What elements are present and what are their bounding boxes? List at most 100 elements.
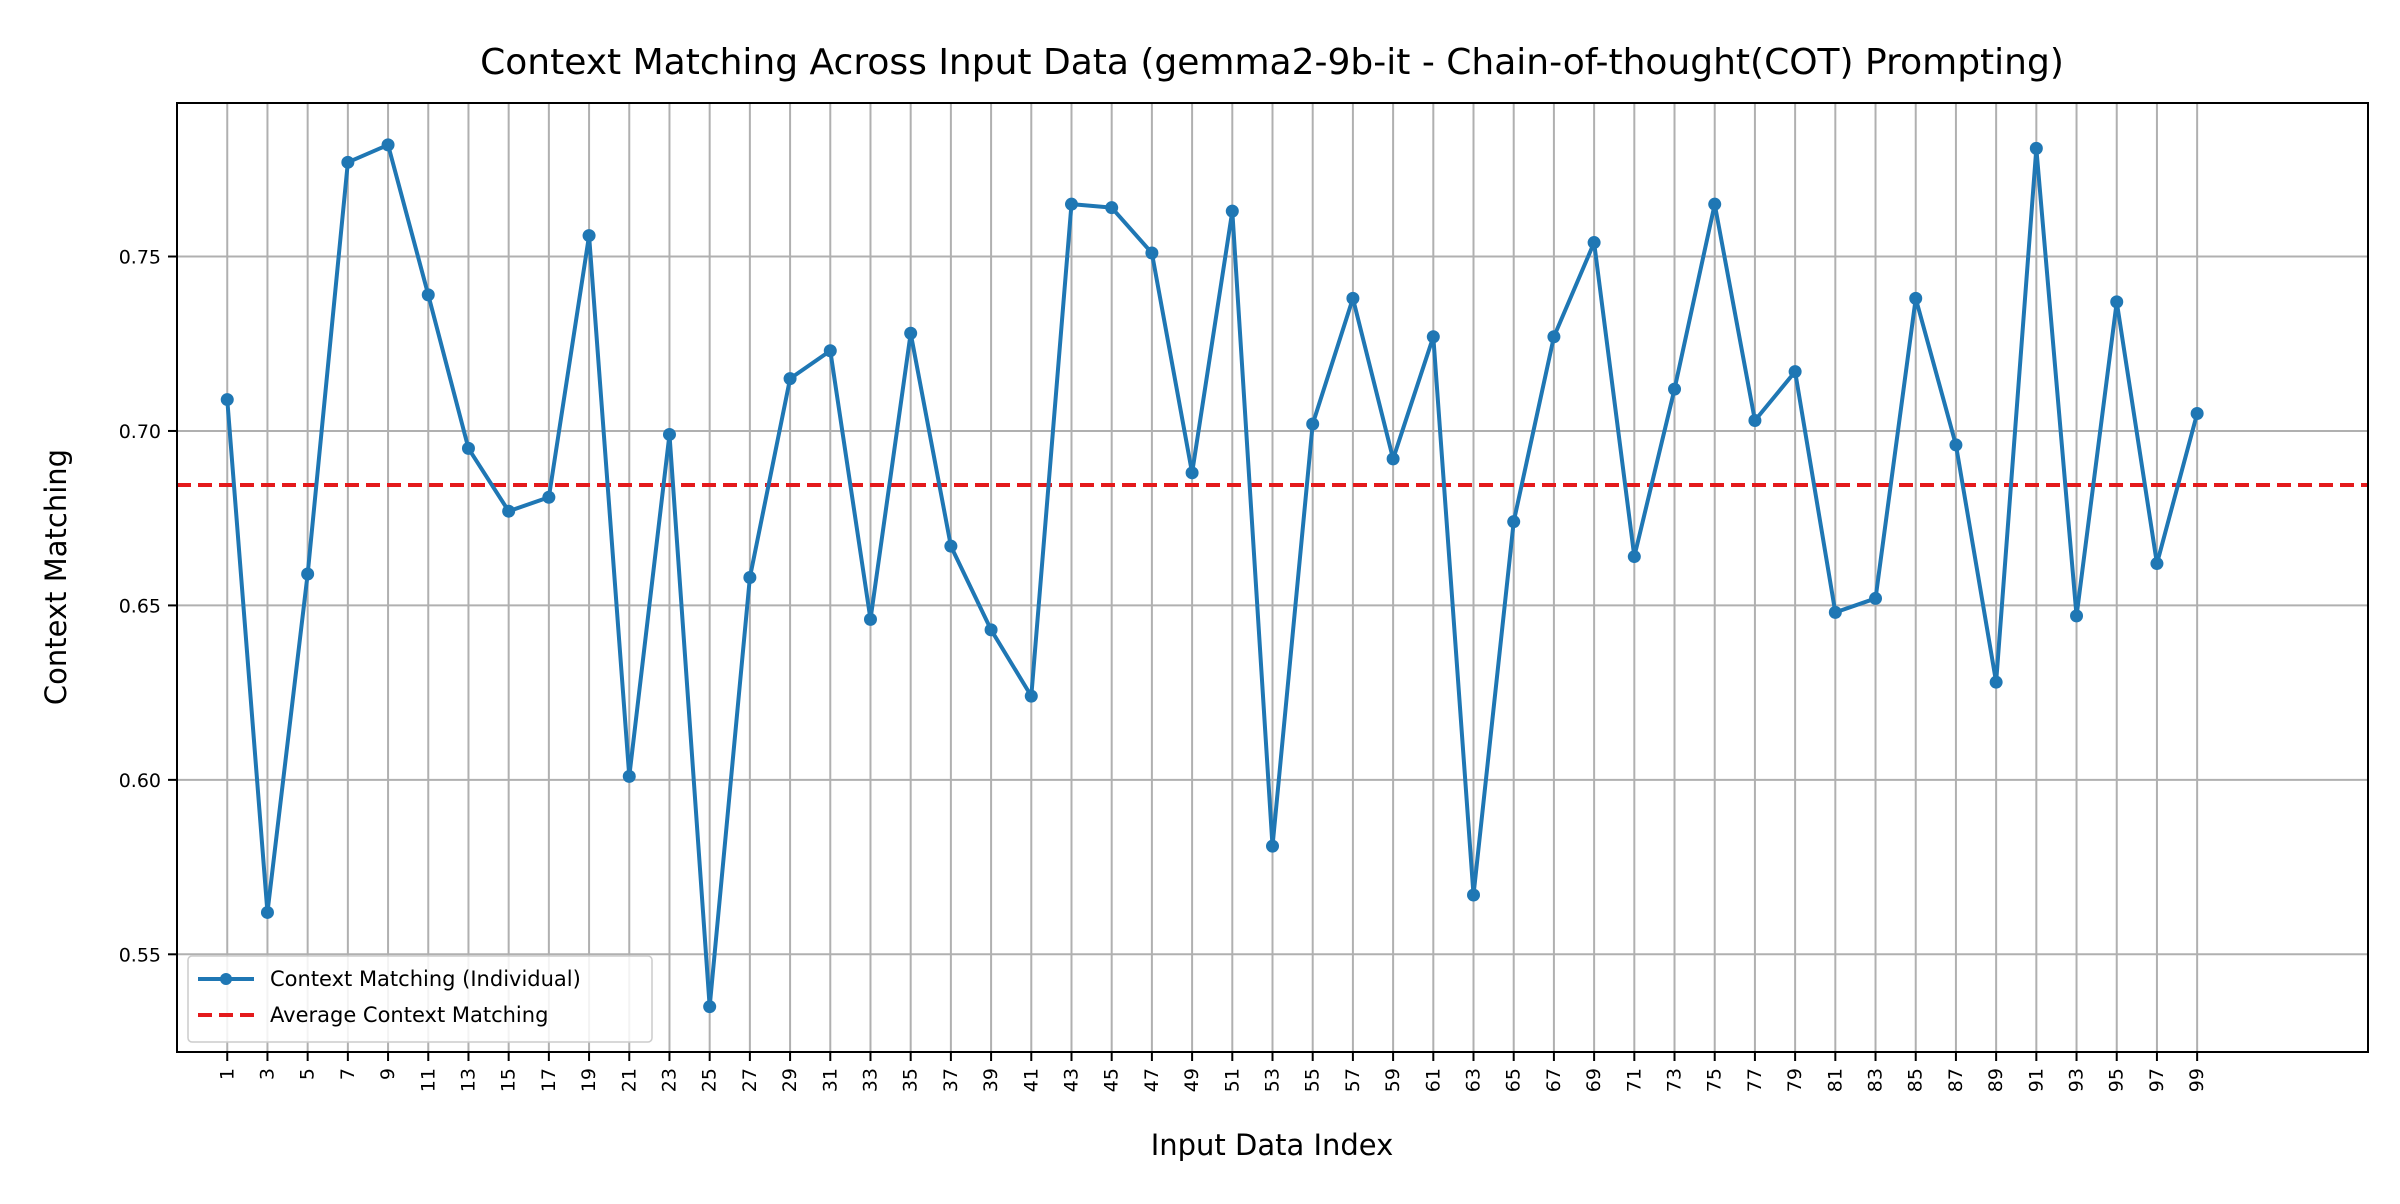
x-tick-label: 9 [377, 1068, 399, 1080]
x-tick-label: 65 [1503, 1068, 1525, 1092]
data-point [1748, 413, 1762, 427]
x-axis-title: Input Data Index [1151, 1128, 1394, 1162]
x-tick-label: 43 [1060, 1068, 1082, 1092]
data-point [1386, 452, 1400, 466]
x-tick-label: 41 [1020, 1068, 1042, 1092]
data-point [2190, 407, 2204, 421]
data-point [341, 155, 355, 169]
x-tick-label: 63 [1463, 1068, 1485, 1092]
x-tick-label: 77 [1744, 1068, 1766, 1092]
data-point [1467, 888, 1481, 902]
series-layer [220, 138, 2204, 1014]
x-tick-label: 17 [538, 1068, 560, 1092]
data-point [743, 571, 757, 584]
data-point [783, 372, 797, 386]
x-tick-label: 21 [618, 1068, 640, 1092]
x-tick-label: 83 [1865, 1068, 1887, 1092]
data-point [703, 1000, 717, 1014]
x-tick-label: 31 [819, 1068, 841, 1092]
x-tick-label: 39 [980, 1068, 1002, 1092]
data-point [1828, 605, 1842, 619]
legend-box [187, 955, 653, 1043]
x-tick-label: 7 [337, 1068, 359, 1080]
data-point [1426, 330, 1440, 344]
data-point [1949, 438, 1963, 452]
data-point [1708, 197, 1722, 211]
x-tick-label: 29 [779, 1068, 801, 1092]
x-tick-label: 79 [1784, 1068, 1806, 1092]
x-tick-label: 25 [699, 1068, 721, 1092]
x-tick-label: 1 [216, 1068, 238, 1080]
data-point [1306, 417, 1320, 431]
x-tick-label: 81 [1824, 1068, 1846, 1092]
data-point [1225, 204, 1239, 218]
data-point [1989, 675, 2003, 689]
data-point [1185, 466, 1199, 480]
x-tick-label: 91 [2025, 1068, 2047, 1092]
legend-label-average: Average Context Matching [270, 1003, 548, 1027]
data-point [662, 427, 676, 441]
x-tick-label: 55 [1302, 1068, 1324, 1092]
chart-title: Context Matching Across Input Data (gemm… [480, 42, 2064, 83]
legend: Context Matching (Individual) Average Co… [187, 955, 653, 1043]
data-point [863, 612, 877, 626]
data-point [381, 138, 395, 152]
x-tick-label: 93 [2066, 1068, 2088, 1092]
x-tick-label: 33 [859, 1068, 881, 1092]
x-tick-label: 99 [2186, 1068, 2208, 1092]
x-tick-label: 71 [1623, 1068, 1645, 1092]
x-tick-label: 53 [1262, 1068, 1284, 1092]
x-tick-label: 97 [2146, 1068, 2168, 1092]
data-point [1547, 330, 1561, 344]
y-axis-title: Context Matching [39, 449, 73, 705]
data-point [220, 393, 234, 407]
data-point [2150, 557, 2164, 571]
data-point [1668, 382, 1682, 396]
x-tick-label: 13 [457, 1068, 479, 1092]
data-point [1266, 839, 1279, 853]
data-point [461, 441, 475, 455]
data-point [582, 229, 596, 243]
x-tick-label: 19 [578, 1068, 600, 1092]
data-point [2110, 295, 2124, 309]
y-tick-label: 0.75 [119, 247, 161, 269]
series-line-individual [225, 142, 2200, 1009]
x-tick-label: 5 [297, 1068, 319, 1080]
data-point [1064, 197, 1078, 211]
data-point [1587, 236, 1601, 250]
data-point [984, 623, 998, 637]
legend-label-individual: Context Matching (Individual) [270, 967, 581, 991]
x-tick-label: 87 [1945, 1068, 1967, 1092]
x-tick-label: 73 [1664, 1068, 1686, 1092]
data-point [542, 490, 556, 504]
x-tick-label: 75 [1704, 1068, 1726, 1092]
data-point [260, 905, 274, 919]
data-point [421, 288, 435, 302]
data-point [1346, 291, 1360, 305]
x-tick-label: 3 [256, 1068, 278, 1080]
data-point [904, 326, 918, 340]
data-point [823, 344, 837, 358]
y-tick-label: 0.65 [119, 595, 161, 617]
y-tick-label: 0.60 [119, 770, 161, 792]
x-tick-label: 69 [1583, 1068, 1605, 1092]
data-point [622, 769, 636, 783]
x-tick-label: 45 [1101, 1068, 1123, 1092]
y-axis-ticks: 0.55 0.60 0.65 0.70 0.75 [119, 247, 177, 966]
x-tick-label: 95 [2106, 1068, 2128, 1092]
x-tick-label: 15 [498, 1068, 520, 1092]
data-point [1909, 291, 1923, 305]
x-tick-label: 37 [940, 1068, 962, 1092]
data-point [2070, 609, 2084, 623]
data-point [1627, 550, 1641, 564]
data-point [1145, 246, 1159, 260]
x-tick-label: 85 [1905, 1068, 1927, 1092]
data-point [301, 567, 315, 581]
x-tick-label: 89 [1985, 1068, 2007, 1092]
x-tick-label: 57 [1342, 1068, 1364, 1092]
x-tick-label: 35 [900, 1068, 922, 1092]
x-tick-label: 11 [417, 1068, 439, 1092]
x-tick-label: 61 [1422, 1068, 1444, 1092]
